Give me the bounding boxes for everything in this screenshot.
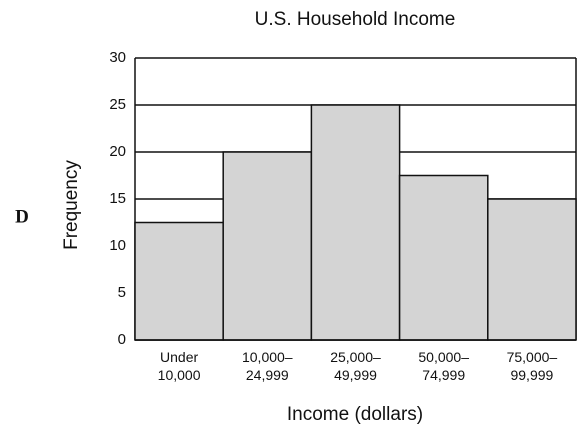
y-tick-label: 20 [109,143,126,160]
y-axis-label: Frequency [61,160,82,250]
chart-title: U.S. Household Income [255,9,456,30]
x-axis-label: Income (dollars) [287,404,423,425]
x-tick-label: 10,000– 24,999 [242,349,293,383]
x-tick-label-line: 75,000– [507,349,558,365]
y-tick-label: 15 [109,190,126,207]
x-tick-label: 50,000– 74,999 [418,349,469,383]
x-tick-label: Under 10,000 [158,349,201,383]
x-tick-label: 25,000– 49,999 [330,349,381,383]
x-tick-label-line: 99,999 [510,367,553,383]
bar [398,174,489,341]
y-tick-label: 25 [109,96,126,113]
y-tick-label: 5 [118,284,126,301]
bar [310,104,401,341]
y-tick-label: 10 [109,237,126,254]
bar [222,151,313,341]
x-tick-label-line: 10,000 [158,367,201,383]
x-tick-label-line: 49,999 [334,367,377,383]
y-tick-label: 30 [109,49,126,66]
choice-label: D [15,206,29,227]
x-tick-label-line: 50,000– [418,349,469,365]
x-tick-label-line: Under [160,349,198,365]
bar [134,221,224,341]
x-tick-label-line: 74,999 [422,367,465,383]
x-tick-label-line: 10,000– [242,349,293,365]
x-tick-label: 75,000– 99,999 [507,349,558,383]
x-tick-label-line: 24,999 [246,367,289,383]
bar [487,198,577,341]
x-tick-label-line: 25,000– [330,349,381,365]
y-tick-label: 0 [118,331,126,348]
